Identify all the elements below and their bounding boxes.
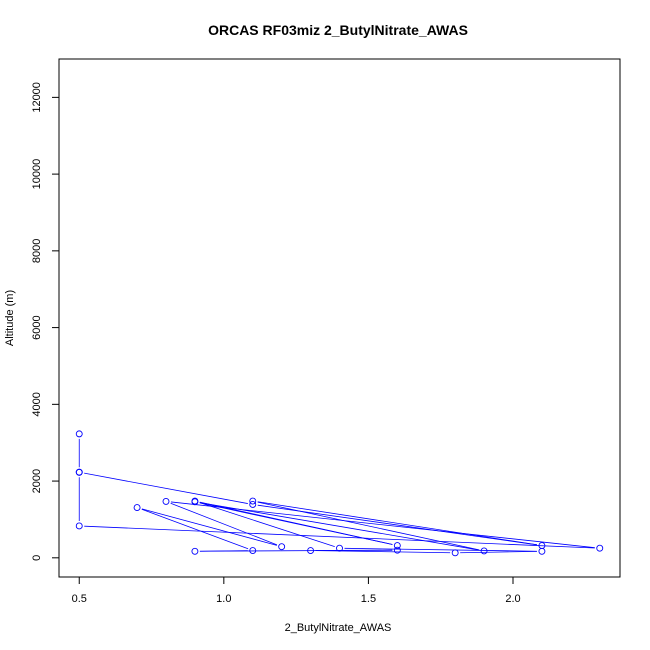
x-tick-label: 0.5 bbox=[72, 593, 87, 605]
data-point bbox=[249, 547, 257, 554]
series-segment bbox=[84, 472, 248, 504]
series-segment bbox=[141, 508, 277, 546]
y-axis-label: Altitude (m) bbox=[4, 290, 16, 346]
x-axis-label: 2_ButylNitrate_AWAS bbox=[285, 622, 392, 634]
data-point bbox=[191, 498, 199, 506]
data-point bbox=[75, 430, 83, 438]
data-point bbox=[75, 522, 83, 530]
series-segment bbox=[460, 550, 537, 554]
data-point bbox=[249, 497, 257, 505]
x-axis: 0.5 1.0 1.5 2.0 bbox=[72, 576, 521, 605]
data-point bbox=[191, 547, 199, 555]
data-point bbox=[393, 546, 401, 554]
data-point bbox=[75, 468, 83, 476]
x-tick-label: 1.5 bbox=[361, 593, 376, 605]
y-tick-label: 12000 bbox=[31, 82, 43, 113]
series-segment bbox=[84, 525, 595, 549]
y-tick-label: 6000 bbox=[31, 315, 43, 339]
series-segment bbox=[315, 550, 451, 554]
data-point bbox=[278, 543, 286, 551]
x-tick-label: 2.0 bbox=[505, 593, 520, 605]
y-tick-label: 10000 bbox=[31, 159, 43, 190]
data-point bbox=[538, 547, 546, 555]
data-point bbox=[336, 544, 343, 552]
series-layer bbox=[75, 430, 604, 557]
data-point bbox=[162, 497, 170, 505]
data-point bbox=[249, 501, 257, 508]
y-tick-label: 2000 bbox=[31, 469, 43, 493]
series-segment bbox=[257, 504, 538, 546]
data-point bbox=[480, 547, 488, 555]
x-tick-label: 1.0 bbox=[216, 593, 231, 605]
series-segment bbox=[257, 501, 538, 546]
series-segment bbox=[257, 501, 480, 551]
chart-title: ORCAS RF03miz 2_ButylNitrate_AWAS bbox=[208, 22, 468, 38]
y-tick-label: 4000 bbox=[31, 392, 43, 416]
series-segment bbox=[344, 547, 537, 552]
series-segment bbox=[170, 502, 278, 546]
y-tick-label: 8000 bbox=[31, 239, 43, 263]
data-point bbox=[307, 547, 315, 554]
data-point bbox=[133, 504, 141, 511]
series-segment bbox=[199, 502, 393, 545]
data-point bbox=[451, 549, 459, 557]
data-point bbox=[538, 542, 546, 549]
y-axis: 0 2000 4000 6000 8000 10000 12000 bbox=[31, 82, 60, 561]
data-point bbox=[596, 544, 604, 552]
series-segment bbox=[141, 508, 249, 550]
series-segment bbox=[199, 502, 335, 548]
data-point bbox=[393, 542, 401, 549]
series-segment bbox=[199, 502, 480, 551]
y-tick-label: 0 bbox=[31, 555, 43, 561]
plot-area bbox=[58, 58, 621, 578]
